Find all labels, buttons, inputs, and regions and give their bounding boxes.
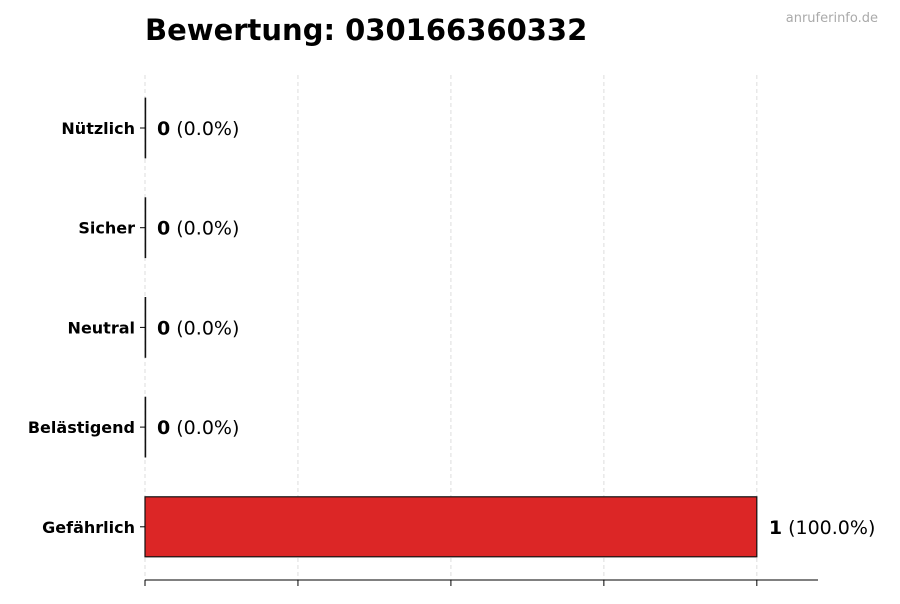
value-label: 0 (157, 218, 170, 240)
bar (144, 197, 147, 259)
value-label: 0 (157, 417, 170, 439)
data-label: 0 (0.0%) (157, 218, 239, 240)
percent-label: (100.0%) (782, 517, 875, 539)
chart-title: Bewertung: 030166360332 (145, 13, 587, 47)
category-label: Gefährlich (42, 518, 135, 537)
bar (144, 396, 147, 458)
percent-label: (0.0%) (170, 317, 239, 339)
category-label: Sicher (78, 219, 135, 238)
data-label: 1 (100.0%) (769, 517, 876, 539)
data-label: 0 (0.0%) (157, 317, 239, 339)
percent-label: (0.0%) (170, 218, 239, 240)
data-label: 0 (0.0%) (157, 417, 239, 439)
bar (144, 296, 147, 358)
category-label: Nützlich (61, 119, 135, 138)
percent-label: (0.0%) (170, 118, 239, 140)
value-label: 1 (769, 517, 782, 539)
watermark: anruferinfo.de (786, 11, 878, 26)
bar (144, 496, 758, 558)
category-label: Neutral (68, 318, 135, 337)
value-label: 0 (157, 118, 170, 140)
bar (144, 97, 147, 159)
percent-label: (0.0%) (170, 417, 239, 439)
value-label: 0 (157, 317, 170, 339)
data-label: 0 (0.0%) (157, 118, 239, 140)
category-label: Belästigend (28, 418, 135, 437)
